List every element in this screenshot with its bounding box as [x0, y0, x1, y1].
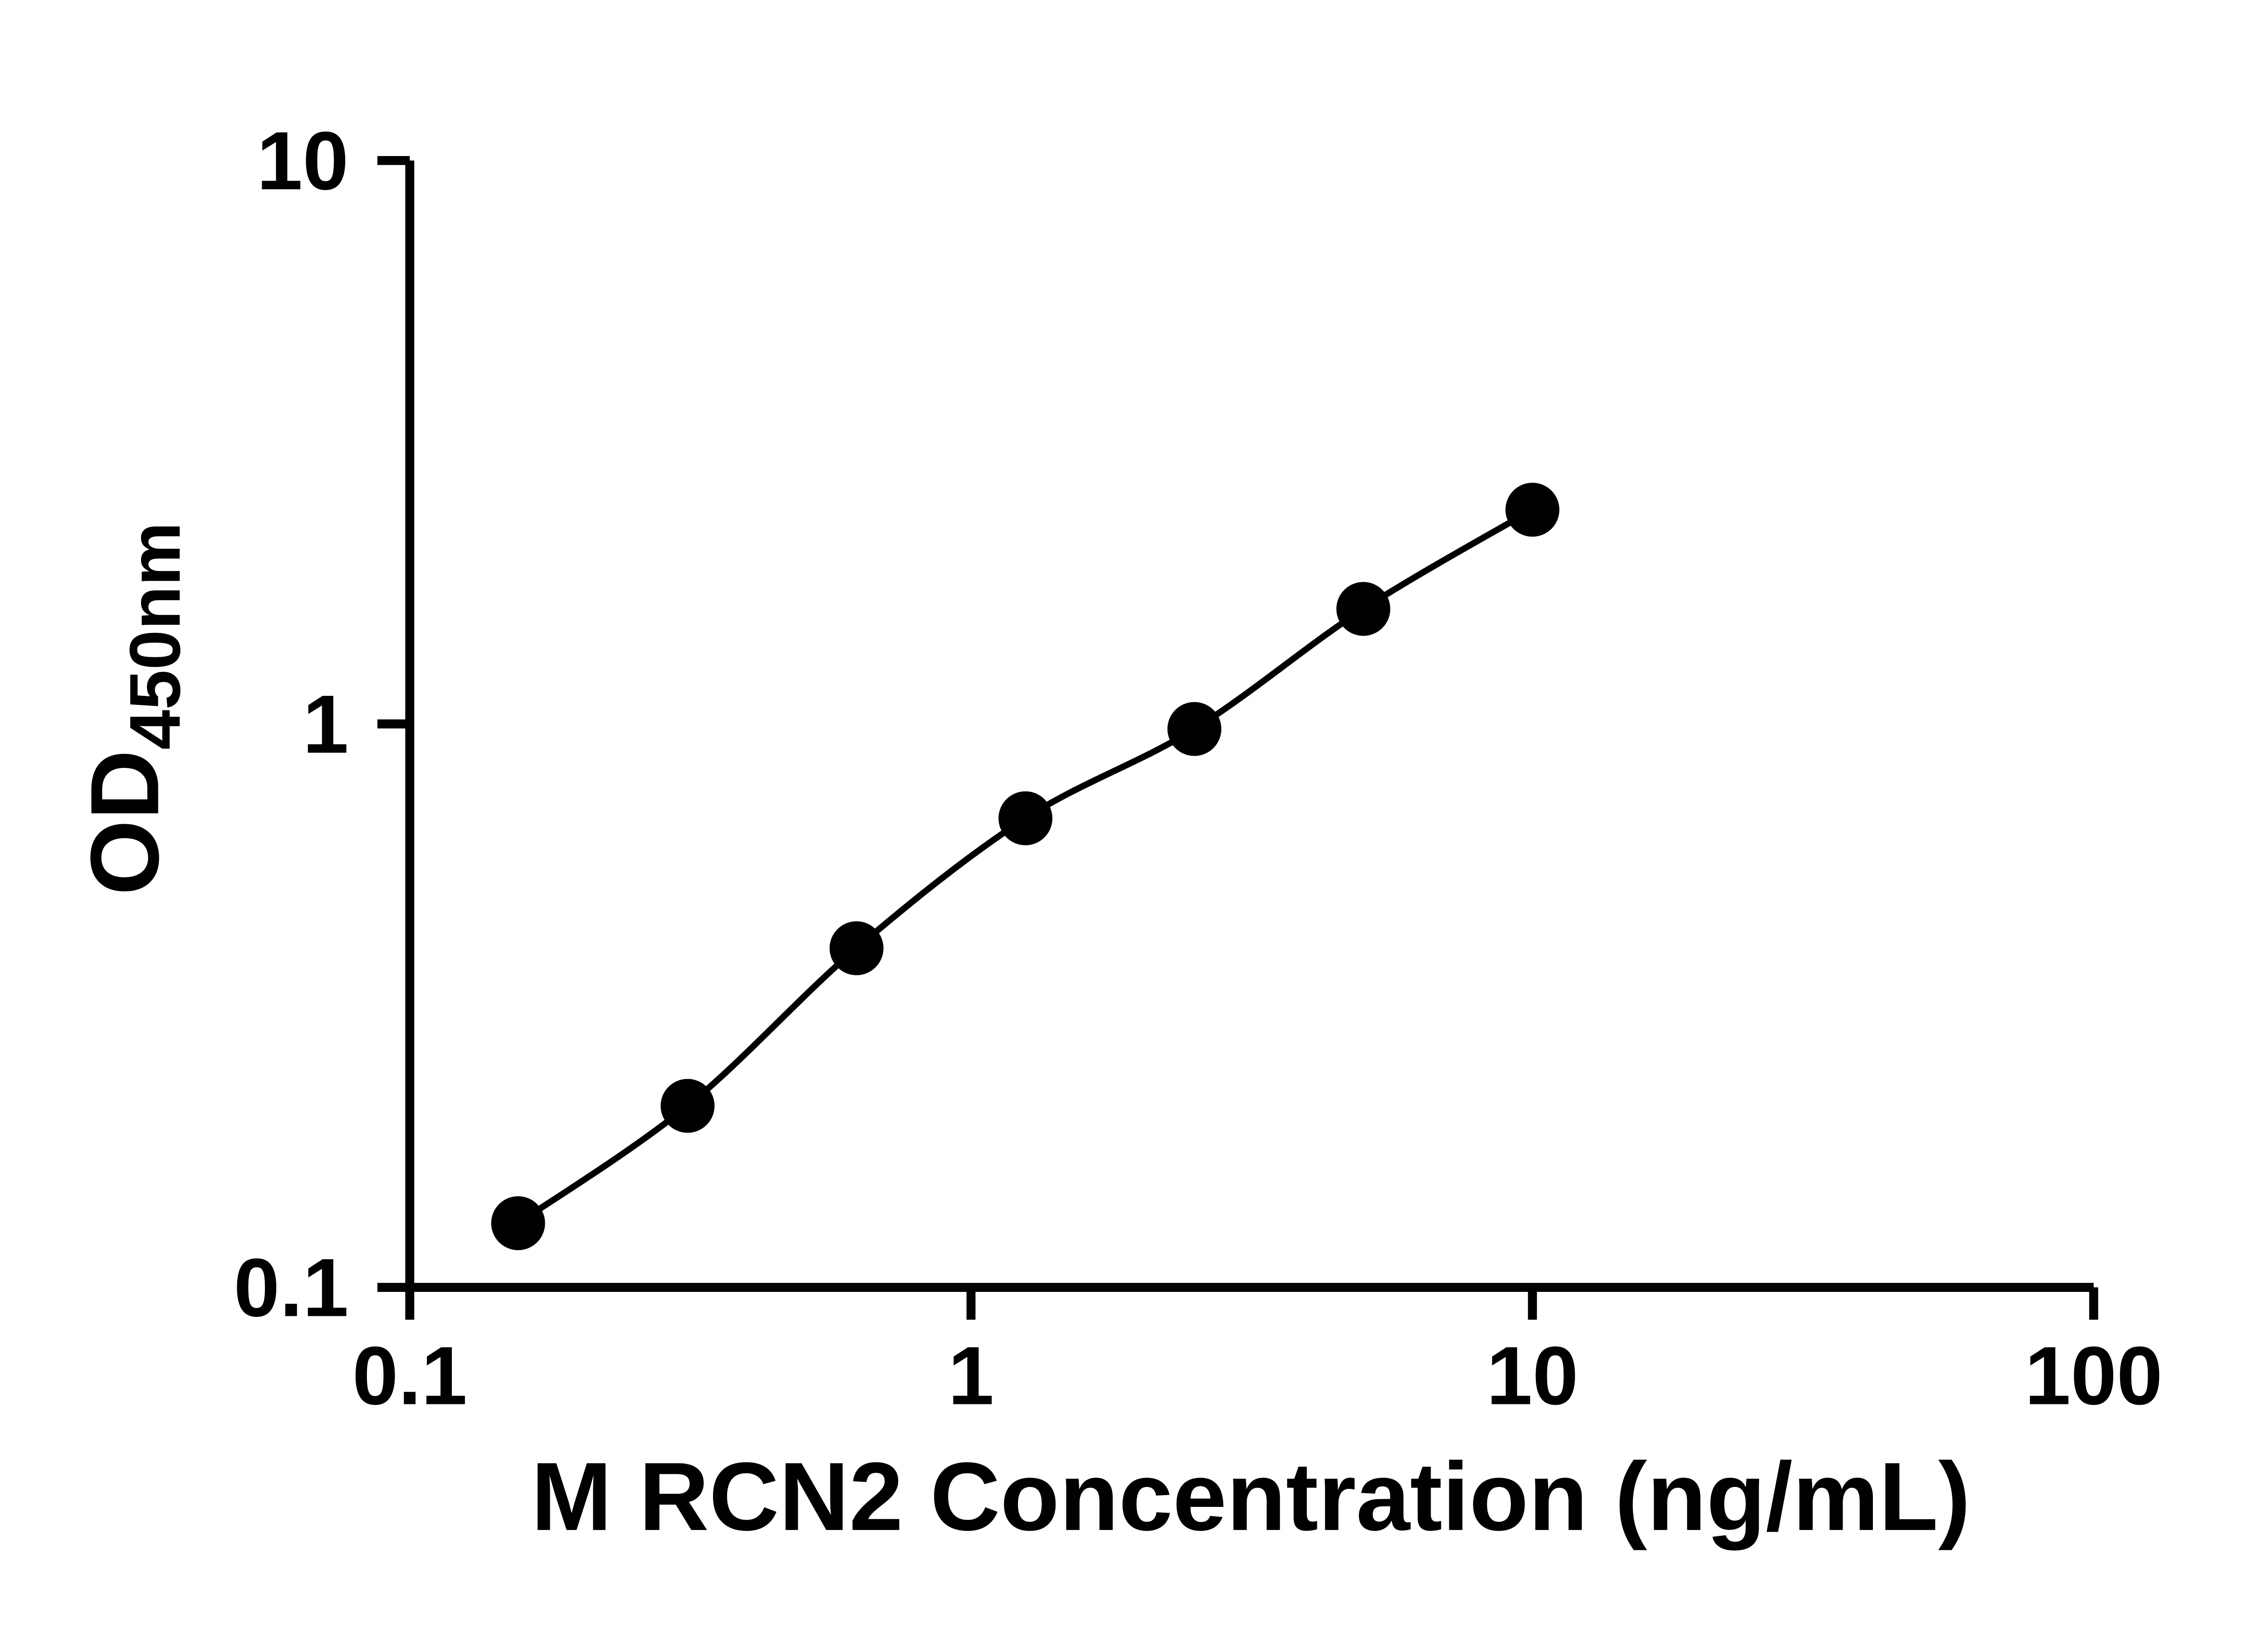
data-point	[1167, 702, 1222, 756]
tick-labels: 0.1 1 10 100 0.1 1 10	[234, 114, 2162, 1422]
axes	[405, 160, 2094, 1292]
axis-spines	[405, 160, 2094, 1292]
data-points	[491, 483, 1559, 1251]
x-tick-label: 1	[948, 1330, 994, 1422]
data-point	[829, 921, 884, 975]
x-tick-label: 100	[2025, 1330, 2163, 1422]
data-point	[1505, 483, 1559, 537]
x-tick-label: 0.1	[352, 1330, 467, 1422]
x-tick-label: 10	[1486, 1330, 1579, 1422]
y-axis-title-main: OD	[71, 750, 179, 895]
y-axis-title-subscript: 450nm	[115, 522, 195, 750]
data-point	[998, 791, 1053, 846]
y-tick-label: 1	[303, 678, 348, 770]
data-point	[491, 1196, 545, 1251]
y-axis-title: OD450nm	[71, 522, 196, 895]
y-tick-label: 10	[257, 114, 349, 207]
y-tick-label: 0.1	[234, 1241, 348, 1334]
data-point	[660, 1079, 715, 1133]
tick-marks	[377, 156, 2098, 1320]
data-point	[1336, 582, 1390, 636]
x-axis-title: M RCN2 Concentration (ng/mL)	[531, 1442, 1970, 1551]
